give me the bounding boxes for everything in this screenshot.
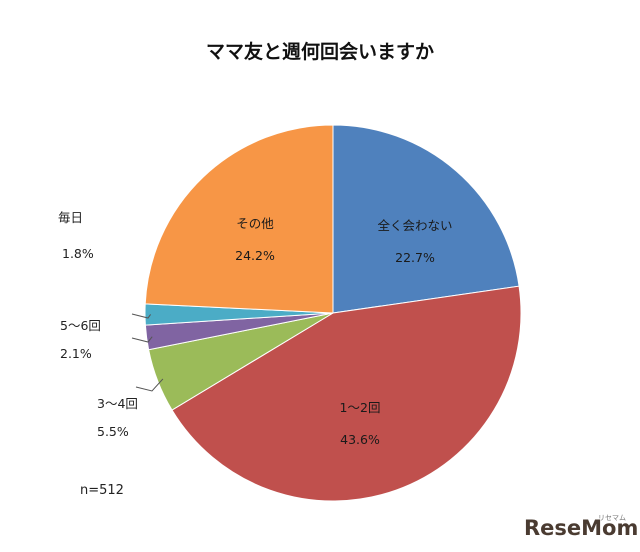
slice-6-label: その他 <box>236 216 274 231</box>
slice-4-label: 5～6回 <box>60 318 101 333</box>
logo-subtext: リセマム <box>598 514 626 522</box>
slice-2-label: 1～2回 <box>340 400 381 415</box>
slice-3-label: 3～4回 <box>97 396 138 411</box>
slice-6-value: 24.2% <box>235 248 275 263</box>
slice-4-value: 2.1% <box>60 346 92 361</box>
resemom-logo: ReseMom リセマム <box>524 514 638 540</box>
slice-6-wedge <box>144 124 334 314</box>
pie-slices <box>144 124 522 502</box>
slice-3-value: 5.5% <box>97 424 129 439</box>
slice-1-wedge <box>332 124 520 314</box>
slice-1-value: 22.7% <box>395 250 435 265</box>
slice-5-label: 毎日 <box>58 210 83 225</box>
slice-5-leader-line <box>131 313 152 319</box>
slice-3-leader-line <box>135 378 164 392</box>
slice-1-label: 全く会わない <box>377 218 452 233</box>
slice-2-value: 43.6% <box>340 432 380 447</box>
slice-4-leader-line <box>131 336 153 343</box>
chart-title: ママ友と週何回会いますか <box>206 40 434 63</box>
slice-5-value: 1.8% <box>62 246 94 261</box>
sample-size-note: n=512 <box>80 483 124 498</box>
logo-text: ReseMom <box>524 516 638 540</box>
slice-2-wedge <box>171 285 522 502</box>
pie-labels: 全く会わない 22.7% 1～2回 43.6% 3～4回 5.5% 5～6回 2.1% 毎日 1.… <box>58 210 453 447</box>
